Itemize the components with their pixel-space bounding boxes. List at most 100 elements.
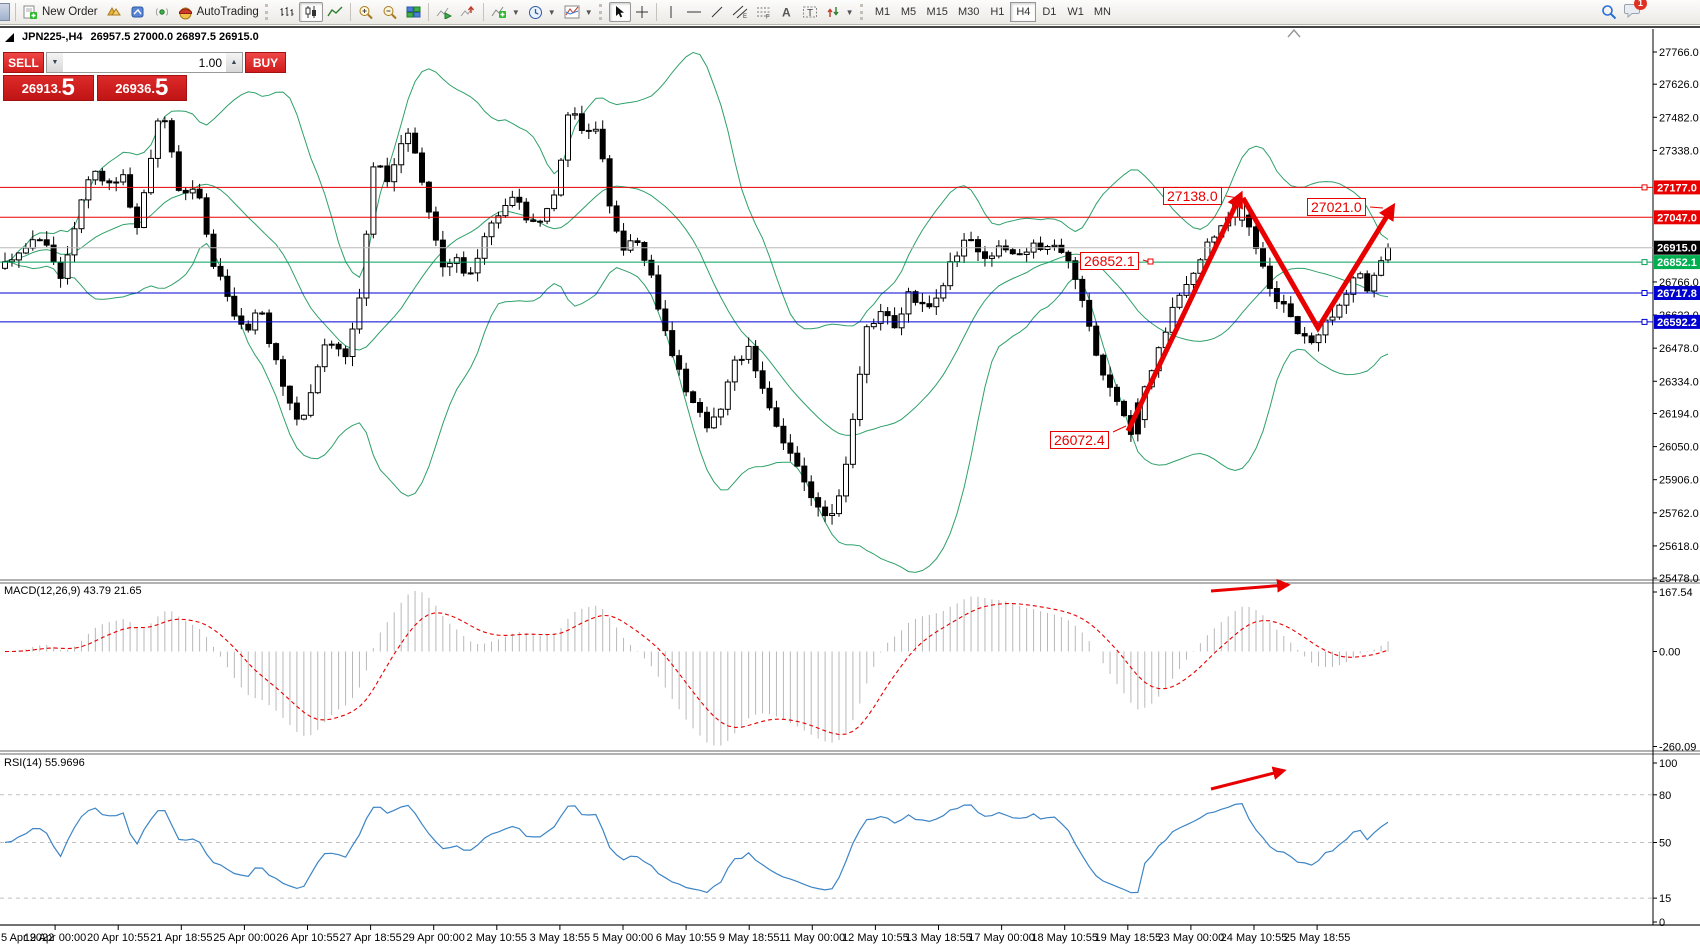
- signal-radio-icon: [155, 8, 168, 16]
- sell-button[interactable]: SELL: [3, 52, 44, 73]
- metaeditor-button[interactable]: [126, 2, 150, 22]
- toolbar-separator: [349, 3, 351, 21]
- svg-text:27047.0: 27047.0: [1657, 212, 1697, 224]
- trendline-tool-button[interactable]: [706, 2, 728, 22]
- crosshair-tool-button[interactable]: [631, 2, 653, 22]
- price-annotation-label[interactable]: 27021.0: [1307, 198, 1366, 216]
- candlestick-mode-button[interactable]: [298, 2, 323, 22]
- zoom-out-button[interactable]: [378, 2, 402, 22]
- macd-signal-line[interactable]: [5, 603, 1389, 736]
- cursor-icon: [616, 6, 625, 18]
- svg-text:0: 0: [1659, 917, 1665, 929]
- horizontal-level-lines[interactable]: [0, 184, 1653, 325]
- arrows-tool-button[interactable]: ▼: [822, 2, 858, 22]
- rsi-indicator-label: RSI(14) 55.9696: [4, 757, 85, 769]
- new-order-button[interactable]: New Order: [19, 2, 102, 22]
- timeframe-button-m5[interactable]: M5: [900, 6, 917, 18]
- svg-text:9 May 18:55: 9 May 18:55: [719, 932, 780, 944]
- volume-input[interactable]: [63, 53, 226, 72]
- buy-button[interactable]: BUY: [245, 52, 286, 73]
- toolbar-grip[interactable]: [859, 4, 866, 20]
- price-annotation-label[interactable]: 26072.4: [1050, 431, 1109, 449]
- search-icon[interactable]: [1601, 4, 1617, 20]
- svg-text:25 Apr 00:00: 25 Apr 00:00: [213, 932, 275, 944]
- dropdown-caret: ▼: [511, 7, 520, 17]
- line-chart-icon: [327, 6, 343, 17]
- svg-text:5 Apr 2022: 5 Apr 2022: [1, 932, 54, 944]
- timeframe-button-w1[interactable]: W1: [1067, 6, 1084, 18]
- sell-price-display[interactable]: 26913. 5: [3, 75, 94, 101]
- svg-text:T: T: [807, 8, 813, 19]
- toolbar-grip[interactable]: [598, 4, 605, 20]
- svg-text:167.54: 167.54: [1659, 587, 1693, 599]
- svg-text:20 Apr 10:55: 20 Apr 10:55: [87, 932, 149, 944]
- chart-ohlc-readout: 26957.5 27000.0 26897.5 26915.0: [90, 31, 259, 43]
- dropdown-caret: ▼: [845, 7, 854, 17]
- toolbar-separator: [482, 3, 484, 21]
- autotrading-icon: [178, 7, 192, 19]
- volume-increase-button[interactable]: ▲: [226, 53, 242, 72]
- templates-button[interactable]: ▼: [560, 2, 597, 22]
- timeframe-button-h4[interactable]: H4: [1010, 2, 1037, 22]
- timeframe-button-d1[interactable]: D1: [1042, 6, 1057, 18]
- svg-text:3 May 18:55: 3 May 18:55: [530, 932, 591, 944]
- toolbar-grip[interactable]: [264, 4, 271, 20]
- gold-chart-button[interactable]: [102, 2, 126, 22]
- text-label-tool-button[interactable]: T: [798, 2, 822, 22]
- rsi-line[interactable]: [4, 803, 1389, 894]
- text-tool-button[interactable]: A: [776, 2, 798, 22]
- toolbar-separator: [427, 3, 429, 21]
- clock-icon: [528, 5, 542, 19]
- auto-scroll-button[interactable]: [432, 2, 456, 22]
- notifications-button[interactable]: 1: [1623, 0, 1647, 23]
- autotrading-button[interactable]: AutoTrading: [174, 2, 263, 22]
- timeframe-button-h1[interactable]: H1: [990, 6, 1005, 18]
- fibonacci-tool-button[interactable]: F: [752, 2, 776, 22]
- timeframe-button-mn[interactable]: MN: [1093, 6, 1111, 18]
- main-toolbar: New Order AutoTrading: [0, 0, 1700, 25]
- price-axis[interactable]: 27766.027626.027482.027338.026766.026622…: [1653, 47, 1700, 929]
- timeframe-button-m30[interactable]: M30: [957, 6, 980, 18]
- svg-text:27482.0: 27482.0: [1659, 112, 1699, 124]
- clipped-toolbar-icon[interactable]: [0, 3, 10, 21]
- tile-windows-button[interactable]: [402, 2, 425, 22]
- metaeditor-icon: [131, 6, 144, 18]
- svg-text:F: F: [766, 15, 770, 20]
- horizontal-line-tool-button[interactable]: [682, 2, 706, 22]
- indicators-button[interactable]: ▼: [487, 2, 524, 22]
- chart-symbol-period: JPN225-,H4: [22, 31, 83, 43]
- buy-price-display[interactable]: 26936. 5: [96, 75, 187, 101]
- bollinger-bands[interactable]: [4, 51, 1389, 573]
- equidistant-channel-tool-button[interactable]: E: [728, 2, 752, 22]
- svg-text:19 Apr 00:00: 19 Apr 00:00: [24, 932, 86, 944]
- svg-text:E: E: [743, 14, 747, 19]
- one-click-trading-panel: SELL ▼ ▲ BUY 26913. 5 26936. 5: [3, 52, 286, 101]
- trend-annotation-arrows[interactable]: [1125, 190, 1396, 791]
- timeframe-button-m15[interactable]: M15: [926, 6, 948, 18]
- cursor-tool-button[interactable]: [608, 2, 631, 22]
- price-annotation-label[interactable]: 26852.1: [1080, 252, 1139, 270]
- chart-shift-button[interactable]: [456, 2, 480, 22]
- signals-button[interactable]: [150, 2, 174, 22]
- svg-text:25762.0: 25762.0: [1659, 508, 1699, 520]
- svg-text:80: 80: [1659, 790, 1671, 802]
- vertical-line-tool-button[interactable]: [660, 2, 682, 22]
- svg-text:5 May 00:00: 5 May 00:00: [593, 932, 654, 944]
- svg-text:27177.0: 27177.0: [1657, 182, 1697, 194]
- toolbar-separator: [655, 3, 657, 21]
- timeframe-button-m1[interactable]: M1: [874, 6, 891, 18]
- zoom-in-button[interactable]: [354, 2, 378, 22]
- bar-chart-icon: [280, 7, 294, 16]
- price-tag: 27047.0: [1654, 210, 1700, 224]
- price-annotation-label[interactable]: 27138.0: [1163, 187, 1222, 205]
- chart-shift-marker[interactable]: [1287, 28, 1301, 38]
- macd-histogram[interactable]: [5, 591, 1389, 746]
- volume-decrease-button[interactable]: ▼: [47, 53, 63, 72]
- bar-chart-mode-button[interactable]: [275, 2, 299, 22]
- periods-button[interactable]: ▼: [524, 2, 560, 22]
- svg-text:26915.0: 26915.0: [1657, 243, 1697, 255]
- line-chart-mode-button[interactable]: [323, 2, 347, 22]
- svg-text:A: A: [782, 6, 791, 20]
